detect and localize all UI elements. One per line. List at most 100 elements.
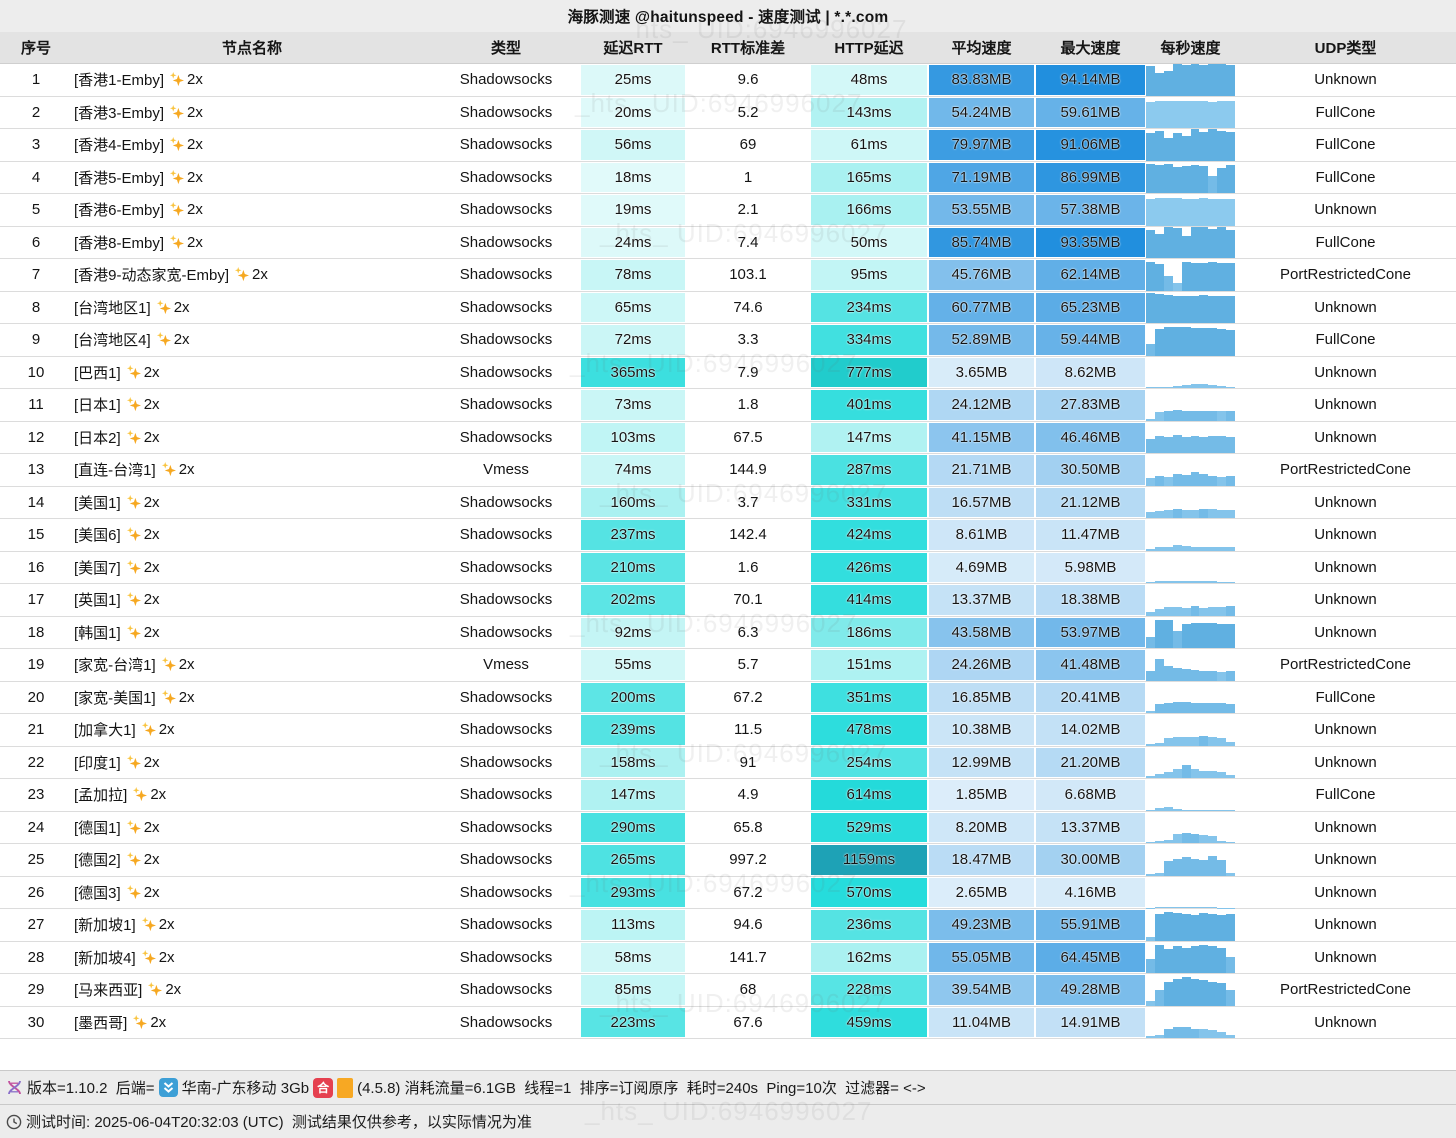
speed-bar <box>1199 198 1209 226</box>
speed-bar <box>1154 581 1164 583</box>
node-type-cell: Shadowsocks <box>459 201 553 219</box>
max-speed-cell: 14.91MB <box>1035 1006 1146 1038</box>
col-header-http-latency: HTTP延迟 <box>834 40 904 57</box>
seq-cell: 29 <box>27 981 45 999</box>
node-name: [台湾地区1] <box>74 299 151 317</box>
udp-type-cell: Unknown <box>1314 948 1377 966</box>
node-tag: 2x <box>187 136 203 154</box>
speed-bar <box>1226 329 1236 356</box>
speed-bar <box>1163 581 1173 583</box>
node-tag: 2x <box>143 753 160 771</box>
speed-bar <box>1172 545 1182 551</box>
speed-bar <box>1163 164 1173 193</box>
table-row: 14 [美国1] 2x Shadowsocks 160ms 3.7 331ms … <box>0 486 1456 519</box>
node-type-cell: Shadowsocks <box>459 721 553 739</box>
speed-bar <box>1190 907 1200 908</box>
speed-bar <box>1199 508 1209 518</box>
seq-cell: 2 <box>31 103 41 121</box>
http-latency-cell: 529ms <box>810 811 928 843</box>
bottom-spacer <box>0 1039 1456 1070</box>
udp-type-cell: PortRestrictedCone <box>1280 461 1411 479</box>
speed-bar <box>1146 611 1155 616</box>
table-row: 11 [日本1] 2x Shadowsocks 73ms 1.8 401ms 2… <box>0 389 1456 422</box>
max-speed-cell: 49.28MB <box>1035 974 1146 1006</box>
node-name-cell: [台湾地区4] 2x <box>72 324 432 356</box>
node-name: [加拿大1] <box>74 722 136 740</box>
speed-bar <box>1190 295 1200 323</box>
node-type-cell: Shadowsocks <box>459 233 553 251</box>
speed-bar <box>1181 166 1191 193</box>
speed-bar <box>1154 164 1164 193</box>
speed-chart <box>1146 292 1236 323</box>
node-name: [德国1] <box>74 819 121 837</box>
speed-bar <box>1181 327 1191 356</box>
sparkles-icon <box>169 72 185 87</box>
sparkles-icon <box>161 462 176 477</box>
speed-bar <box>1163 226 1173 258</box>
avg-speed-cell: 8.20MB <box>928 811 1035 843</box>
http-latency-cell: 151ms <box>810 649 928 681</box>
speed-bar <box>1190 435 1200 453</box>
max-speed-cell: 6.68MB <box>1035 779 1146 811</box>
speed-bar <box>1163 666 1173 681</box>
node-name: [新加坡1] <box>74 917 136 935</box>
node-type-cell: Shadowsocks <box>459 623 553 641</box>
speed-bar <box>1154 703 1164 713</box>
sparkles-icon <box>169 104 185 120</box>
table-row: 5 [香港6-Emby] 2x Shadowsocks 19ms 2.1 166… <box>0 194 1456 227</box>
table-row: 2 [香港3-Emby] 2x Shadowsocks 20ms 5.2 143… <box>0 96 1456 129</box>
speed-bar <box>1163 702 1173 713</box>
max-speed-cell: 27.83MB <box>1035 389 1146 421</box>
rtt-cell: 202ms <box>580 584 686 616</box>
col-header-rtt: 延迟RTT <box>603 40 663 57</box>
http-latency-cell: 234ms <box>810 291 928 323</box>
rtt-cell: 56ms <box>580 129 686 161</box>
udp-type-cell: FullCone <box>1315 168 1376 186</box>
speed-bar <box>1154 131 1164 161</box>
node-tag: 2x <box>150 786 167 804</box>
rtt-std-cell: 11.5 <box>733 721 763 739</box>
speed-bar <box>1226 1034 1236 1038</box>
node-type-cell: Shadowsocks <box>459 103 553 121</box>
speed-bar <box>1208 411 1218 421</box>
speed-bar <box>1217 607 1227 616</box>
node-name: [孟加拉] <box>74 787 128 805</box>
http-latency-cell: 426ms <box>810 551 928 583</box>
max-speed-cell: 21.12MB <box>1035 486 1146 518</box>
sparkles-icon <box>126 364 141 380</box>
speed-bar <box>1172 978 1182 1006</box>
node-name-cell: [香港4-Emby] 2x <box>72 129 432 161</box>
node-tag: 2x <box>158 948 175 966</box>
speed-bar <box>1181 546 1191 551</box>
speed-chart <box>1146 552 1236 583</box>
speed-bar <box>1163 198 1173 226</box>
speed-chart <box>1146 682 1236 713</box>
node-type-cell: Shadowsocks <box>459 916 553 934</box>
max-speed-cell: 13.37MB <box>1035 811 1146 843</box>
rtt-cell: 237ms <box>580 519 686 551</box>
node-name-cell: [新加坡4] 2x <box>72 942 432 974</box>
avg-speed-cell: 41.15MB <box>928 421 1035 453</box>
node-tag: 2x <box>187 233 203 251</box>
seq-cell: 22 <box>27 753 45 771</box>
node-name-cell: [香港6-Emby] 2x <box>72 194 432 226</box>
seq-cell: 5 <box>31 201 41 219</box>
speed-bar <box>1172 580 1182 583</box>
udp-type-cell: Unknown <box>1314 623 1377 641</box>
footer-stats: (4.5.8) 消耗流量=6.1GB 线程=1 排序=订阅原序 耗时=240s … <box>357 1080 926 1097</box>
http-latency-cell: 95ms <box>810 259 928 291</box>
speed-bar <box>1190 769 1200 778</box>
speed-bar <box>1181 581 1191 583</box>
node-name-cell: [香港8-Emby] 2x <box>72 227 432 259</box>
http-latency-cell: 50ms <box>810 226 928 258</box>
table-row: 30 [墨西哥] 2x Shadowsocks 223ms 67.6 459ms… <box>0 1006 1456 1039</box>
rtt-std-cell: 69 <box>739 136 757 154</box>
speed-chart <box>1146 389 1236 421</box>
rtt-cell: 58ms <box>580 941 686 973</box>
speed-bar <box>1172 946 1182 973</box>
speed-bar <box>1181 764 1191 778</box>
avg-speed-cell: 53.55MB <box>928 194 1035 226</box>
rtt-std-cell: 7.4 <box>737 233 759 251</box>
max-speed-cell: 14.02MB <box>1035 714 1146 746</box>
speed-bar <box>1163 981 1173 1006</box>
